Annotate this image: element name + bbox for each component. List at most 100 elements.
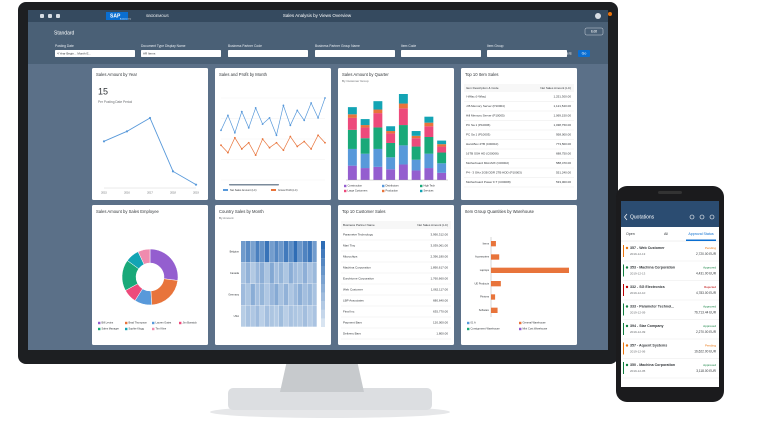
line: [220, 134, 326, 156]
list-item[interactable]: [621, 339, 719, 360]
back-arrow[interactable]: [624, 213, 628, 221]
list-item[interactable]: [621, 359, 719, 379]
point: [289, 135, 292, 138]
go-label[interactable]: Go: [582, 52, 587, 56]
card-title[interactable]: Item Group Quantities by Warehouse: [465, 209, 535, 214]
shell-icon[interactable]: [56, 14, 60, 18]
heat-cell: [312, 305, 317, 327]
cell[interactable]: Eurohiome Corporation: [343, 276, 374, 280]
card[interactable]: [215, 68, 331, 200]
legend-label: Construction: [348, 184, 363, 188]
legend-label: Brad Thompson: [129, 321, 148, 325]
cell: 3,990,312.00: [430, 232, 448, 236]
card[interactable]: [92, 205, 208, 345]
shell-icon[interactable]: [48, 14, 52, 18]
cell[interactable]: Web Customer: [343, 287, 363, 291]
edit-label[interactable]: Edit: [591, 30, 597, 34]
status-dot: [625, 305, 629, 308]
bar-segment: [386, 131, 396, 134]
go-button[interactable]: [578, 50, 590, 57]
point: [296, 109, 299, 112]
card[interactable]: [92, 68, 208, 200]
logo-box: [106, 12, 128, 20]
cell[interactable]: Delivery Bars: [343, 331, 361, 335]
tab[interactable]: Open: [626, 232, 635, 236]
cell[interactable]: Hill Memory Server (P10005): [466, 114, 505, 118]
cell[interactable]: Microchips: [343, 254, 358, 258]
cell[interactable]: 16TB SSH HD (C00006): [466, 152, 499, 156]
bar-segment: [411, 146, 421, 160]
filter-input[interactable]: [141, 50, 221, 57]
cell[interactable]: I-Wfac (I-Wfac): [466, 95, 486, 99]
header-icon[interactable]: [689, 214, 695, 220]
column-header: Item Description & Code: [466, 86, 499, 90]
cell[interactable]: Hard-Box 2TB (C00010): [466, 142, 498, 146]
card-title[interactable]: Country Sales by Month: [219, 209, 264, 214]
card-title[interactable]: Top 10 Customer Sales: [342, 209, 386, 214]
cell[interactable]: Mari Tiny: [343, 243, 356, 247]
shell-icon[interactable]: [40, 14, 44, 18]
bar-segment: [360, 125, 370, 128]
card[interactable]: [461, 205, 577, 345]
tab[interactable]: Approval Status: [688, 232, 714, 236]
card-title[interactable]: Sales and Profit by Month: [219, 72, 268, 77]
heat-cell: [279, 284, 284, 306]
cell[interactable]: Motherboard MicroMX (C00002): [466, 161, 509, 165]
card[interactable]: [461, 68, 577, 200]
user-avatar[interactable]: [595, 13, 601, 19]
cell[interactable]: Motherboard Power F.T (C00008): [466, 180, 511, 184]
bar-segment: [411, 170, 421, 180]
item-date: 2019-12-09: [630, 330, 646, 334]
card-title[interactable]: Sales Amount by Sales Employee: [96, 209, 160, 214]
filter-label: Business Partner Group Name: [315, 44, 360, 48]
heat-cell: [245, 284, 251, 306]
cell[interactable]: LBP Associates: [343, 298, 364, 302]
item-status: Approved: [703, 304, 716, 308]
cell[interactable]: Final Inc: [343, 309, 355, 313]
cell: 1,890,617.00: [430, 265, 448, 269]
header-icon[interactable]: [709, 214, 715, 220]
bar: [491, 281, 501, 287]
legend-label: Sales Manager: [102, 327, 120, 331]
filter-input[interactable]: [55, 50, 135, 57]
list-item[interactable]: [621, 300, 719, 321]
card-title[interactable]: Sales Amount by Quarter: [342, 72, 389, 77]
filter-input[interactable]: [228, 50, 308, 57]
list-item[interactable]: [621, 242, 719, 262]
cell[interactable]: Parameter Technology: [343, 232, 373, 236]
cell[interactable]: Machina Corporation: [343, 265, 371, 269]
cell: 1,800.00: [436, 331, 448, 335]
phone-speaker: [658, 191, 682, 194]
list-item[interactable]: [621, 261, 719, 282]
cell[interactable]: P4 - 3 GHz 2GB DDR 2TB HDD (P10003): [466, 171, 522, 175]
list-item[interactable]: [621, 320, 719, 340]
cell[interactable]: Payment Bars: [343, 320, 362, 324]
line: [220, 97, 326, 137]
cell[interactable]: PC Sa 1 (P10006): [466, 123, 490, 127]
header-icon[interactable]: [699, 214, 705, 220]
tab[interactable]: All: [664, 232, 668, 236]
edit-button[interactable]: [584, 27, 604, 36]
filter-input[interactable]: [315, 50, 395, 57]
cell[interactable]: PC Sa 1 (P10003): [466, 133, 490, 137]
color-scale: [321, 266, 325, 276]
variant-select[interactable]: Standard: [54, 30, 75, 36]
bar-segment: [411, 135, 421, 139]
bar-segment: [437, 152, 447, 164]
item-status: Pending: [705, 343, 716, 347]
status-bar: [623, 342, 624, 355]
filter-input[interactable]: [401, 50, 481, 57]
heat-cell: [250, 305, 255, 327]
list-item[interactable]: [621, 281, 719, 301]
x-tick-label: 2017: [147, 191, 153, 195]
bar-segment: [373, 109, 383, 114]
stand-neck: [280, 356, 364, 392]
filter-input[interactable]: [487, 50, 567, 57]
card-title[interactable]: Top 10 Item Sales: [465, 72, 499, 77]
adapt-filters[interactable]: Adapt Filters: [552, 52, 572, 56]
status-dot: [625, 324, 629, 328]
item-amount: 3,118.00 EUR: [696, 369, 716, 373]
cell[interactable]: J.B.Memory Server (P10004): [466, 104, 505, 108]
card-title[interactable]: Sales Amount by Year: [96, 72, 138, 77]
heat-cell: [293, 241, 298, 263]
